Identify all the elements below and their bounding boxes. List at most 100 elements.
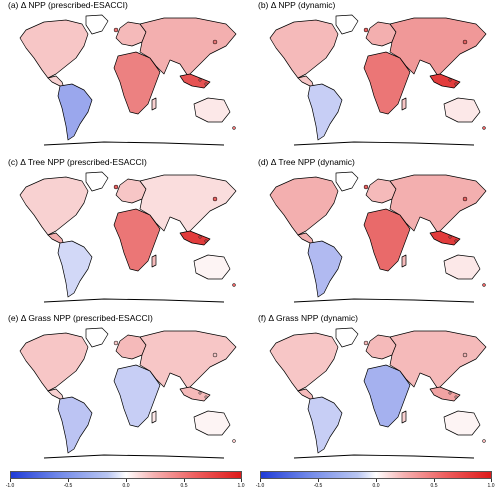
landmass-na <box>19 19 89 79</box>
island <box>113 184 119 190</box>
colorbar-tick-label: -1.0 <box>5 483 15 489</box>
island <box>232 283 236 287</box>
colorbar-tick-label: 0.0 <box>122 483 130 489</box>
landmass-an <box>43 454 225 459</box>
island <box>198 391 202 395</box>
island <box>448 235 452 239</box>
landmass-md <box>151 410 157 424</box>
colorbar-gradient <box>10 471 242 479</box>
landmass-as <box>389 330 487 390</box>
world-map <box>269 327 487 459</box>
landmass-sa <box>57 240 93 298</box>
map-panel-a: (a) Δ NPP (prescribed-ESACCI) <box>4 0 249 150</box>
landmass-se <box>179 386 211 402</box>
map-panel-f: (f) Δ Grass NPP (dynamic) <box>254 313 499 463</box>
map-panel-e: (e) Δ Grass NPP (prescribed-ESACCI) <box>4 313 249 463</box>
colorbar-right: -1.0 -0.5 0.0 0.5 1.0 <box>256 471 494 501</box>
landmass-au <box>193 254 231 280</box>
landmass-se <box>429 386 461 402</box>
colorbar-tick-label: -0.5 <box>313 483 323 489</box>
island <box>212 39 218 45</box>
island <box>212 196 218 202</box>
landmass-an <box>293 141 475 146</box>
landmass-na <box>269 176 339 236</box>
panel-title: (e) Δ Grass NPP (prescribed-ESACCI) <box>8 313 153 323</box>
map-panel-c: (c) Δ Tree NPP (prescribed-ESACCI) <box>4 157 249 307</box>
panel-title: (d) Δ Tree NPP (dynamic) <box>258 157 355 167</box>
island <box>482 283 486 287</box>
panel-title: (f) Δ Grass NPP (dynamic) <box>258 313 358 323</box>
colorbar-tick-label: 0.0 <box>372 483 380 489</box>
landmass-gr <box>335 14 359 35</box>
world-map <box>269 171 487 303</box>
island <box>204 239 208 243</box>
panel-title: (b) Δ NPP (dynamic) <box>258 0 336 10</box>
landmass-md <box>151 97 157 111</box>
island <box>204 82 208 86</box>
landmass-se <box>429 73 461 89</box>
colorbar-tick-label: 0.5 <box>430 483 438 489</box>
island <box>363 184 369 190</box>
landmass-md <box>401 97 407 111</box>
landmass-na <box>269 19 339 79</box>
landmass-au <box>443 410 481 436</box>
colorbar-tick-label: -1.0 <box>255 483 265 489</box>
landmass-as <box>389 174 487 234</box>
landmass-an <box>43 298 225 303</box>
landmass-gr <box>335 327 359 348</box>
landmass-an <box>293 454 475 459</box>
landmass-an <box>293 298 475 303</box>
colorbar-left: -1.0 -0.5 0.0 0.5 1.0 <box>6 471 245 501</box>
landmass-na <box>19 176 89 236</box>
island <box>462 39 468 45</box>
island <box>482 126 486 130</box>
island <box>454 395 458 399</box>
colorbar-gradient <box>260 471 492 479</box>
panel-title: (c) Δ Tree NPP (prescribed-ESACCI) <box>8 157 147 167</box>
island <box>454 82 458 86</box>
landmass-sa <box>307 396 343 454</box>
island <box>482 439 486 443</box>
landmass-as <box>139 17 237 77</box>
island <box>198 78 202 82</box>
island <box>113 340 119 346</box>
colorbar-tick-label: 0.5 <box>180 483 188 489</box>
map-panel-d: (d) Δ Tree NPP (dynamic) <box>254 157 499 307</box>
landmass-sa <box>57 83 93 141</box>
island <box>448 391 452 395</box>
island <box>448 78 452 82</box>
island <box>198 235 202 239</box>
landmass-as <box>139 330 237 390</box>
world-map <box>19 14 237 146</box>
landmass-sa <box>307 240 343 298</box>
landmass-as <box>389 17 487 77</box>
landmass-gr <box>85 327 109 348</box>
island <box>204 395 208 399</box>
island <box>113 27 119 33</box>
colorbar-tick-label: 1.0 <box>237 483 245 489</box>
landmass-na <box>19 332 89 392</box>
island <box>454 239 458 243</box>
map-panel-b: (b) Δ NPP (dynamic) <box>254 0 499 150</box>
island <box>232 126 236 130</box>
landmass-gr <box>85 171 109 192</box>
landmass-gr <box>335 171 359 192</box>
landmass-na <box>269 332 339 392</box>
landmass-au <box>443 254 481 280</box>
landmass-md <box>401 410 407 424</box>
world-map <box>19 327 237 459</box>
island <box>462 196 468 202</box>
island <box>363 340 369 346</box>
world-map <box>269 14 487 146</box>
island <box>462 352 468 358</box>
landmass-au <box>443 97 481 123</box>
landmass-md <box>151 254 157 268</box>
landmass-sa <box>57 396 93 454</box>
colorbar-tick-label: -0.5 <box>63 483 73 489</box>
landmass-au <box>193 97 231 123</box>
island <box>212 352 218 358</box>
panel-title: (a) Δ NPP (prescribed-ESACCI) <box>8 0 128 10</box>
landmass-an <box>43 141 225 146</box>
landmass-se <box>179 230 211 246</box>
landmass-md <box>401 254 407 268</box>
